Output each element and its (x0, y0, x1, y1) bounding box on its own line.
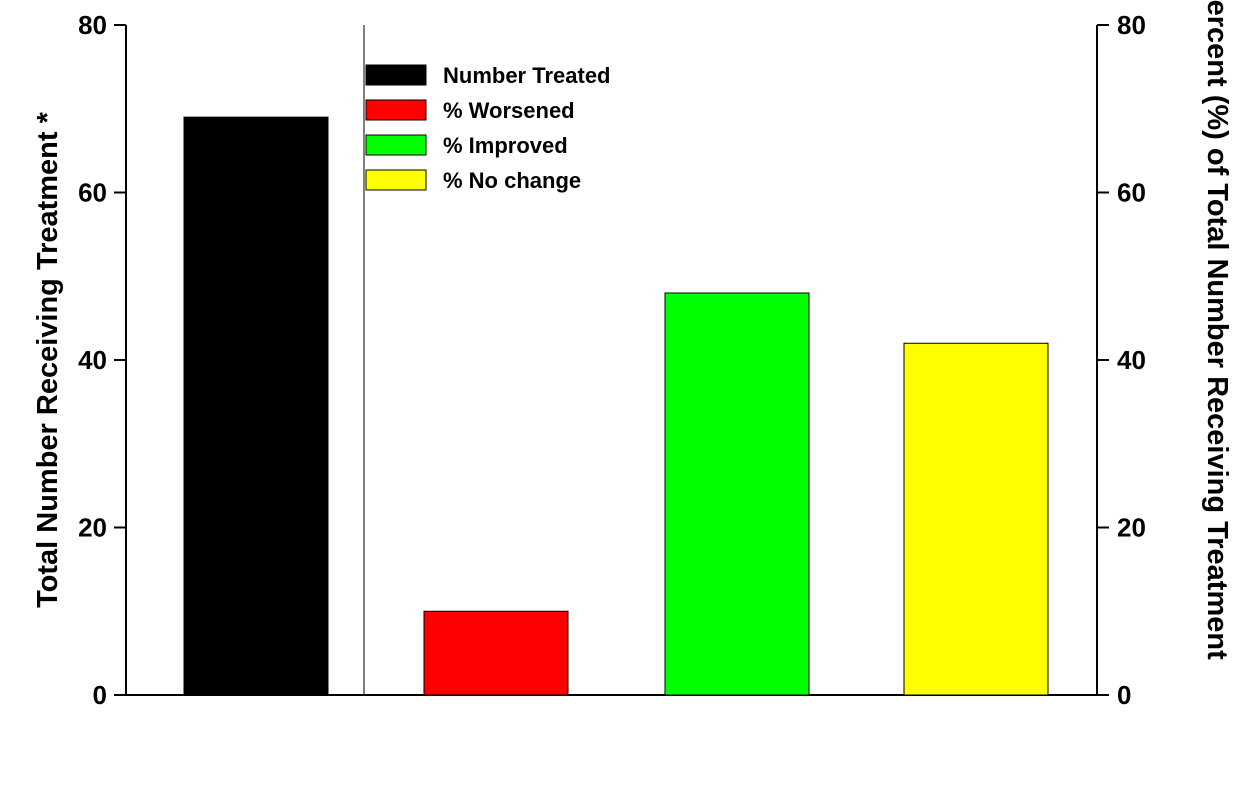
bar-3 (664, 292, 810, 696)
legend-swatch-2 (365, 99, 427, 121)
legend-swatch-1 (365, 64, 427, 86)
right-tick-label: 20 (1117, 513, 1146, 543)
left-axis-title: Total Number Receiving Treatment * (32, 111, 64, 608)
bar-1 (183, 116, 329, 696)
right-axis-title: Percent (%) of Total Number Receiving Tr… (1201, 0, 1233, 660)
left-tick-label: 60 (78, 178, 107, 208)
left-tick-label: 80 (78, 10, 107, 40)
right-tick-label: 40 (1117, 345, 1146, 375)
right-tick-label: 80 (1117, 10, 1146, 40)
right-tick-label: 60 (1117, 178, 1146, 208)
legend-label-4: % No change (443, 168, 581, 193)
left-tick-label: 0 (93, 680, 107, 710)
bar-2 (423, 610, 569, 696)
legend-label-2: % Worsened (443, 98, 575, 123)
bar-4 (903, 342, 1049, 696)
left-tick-label: 40 (78, 345, 107, 375)
legend-label-1: Number Treated (443, 63, 611, 88)
legend-label-3: % Improved (443, 133, 568, 158)
legend-swatch-3 (365, 134, 427, 156)
legend-swatch-4 (365, 169, 427, 191)
right-tick-label: 0 (1117, 680, 1131, 710)
left-tick-label: 20 (78, 513, 107, 543)
